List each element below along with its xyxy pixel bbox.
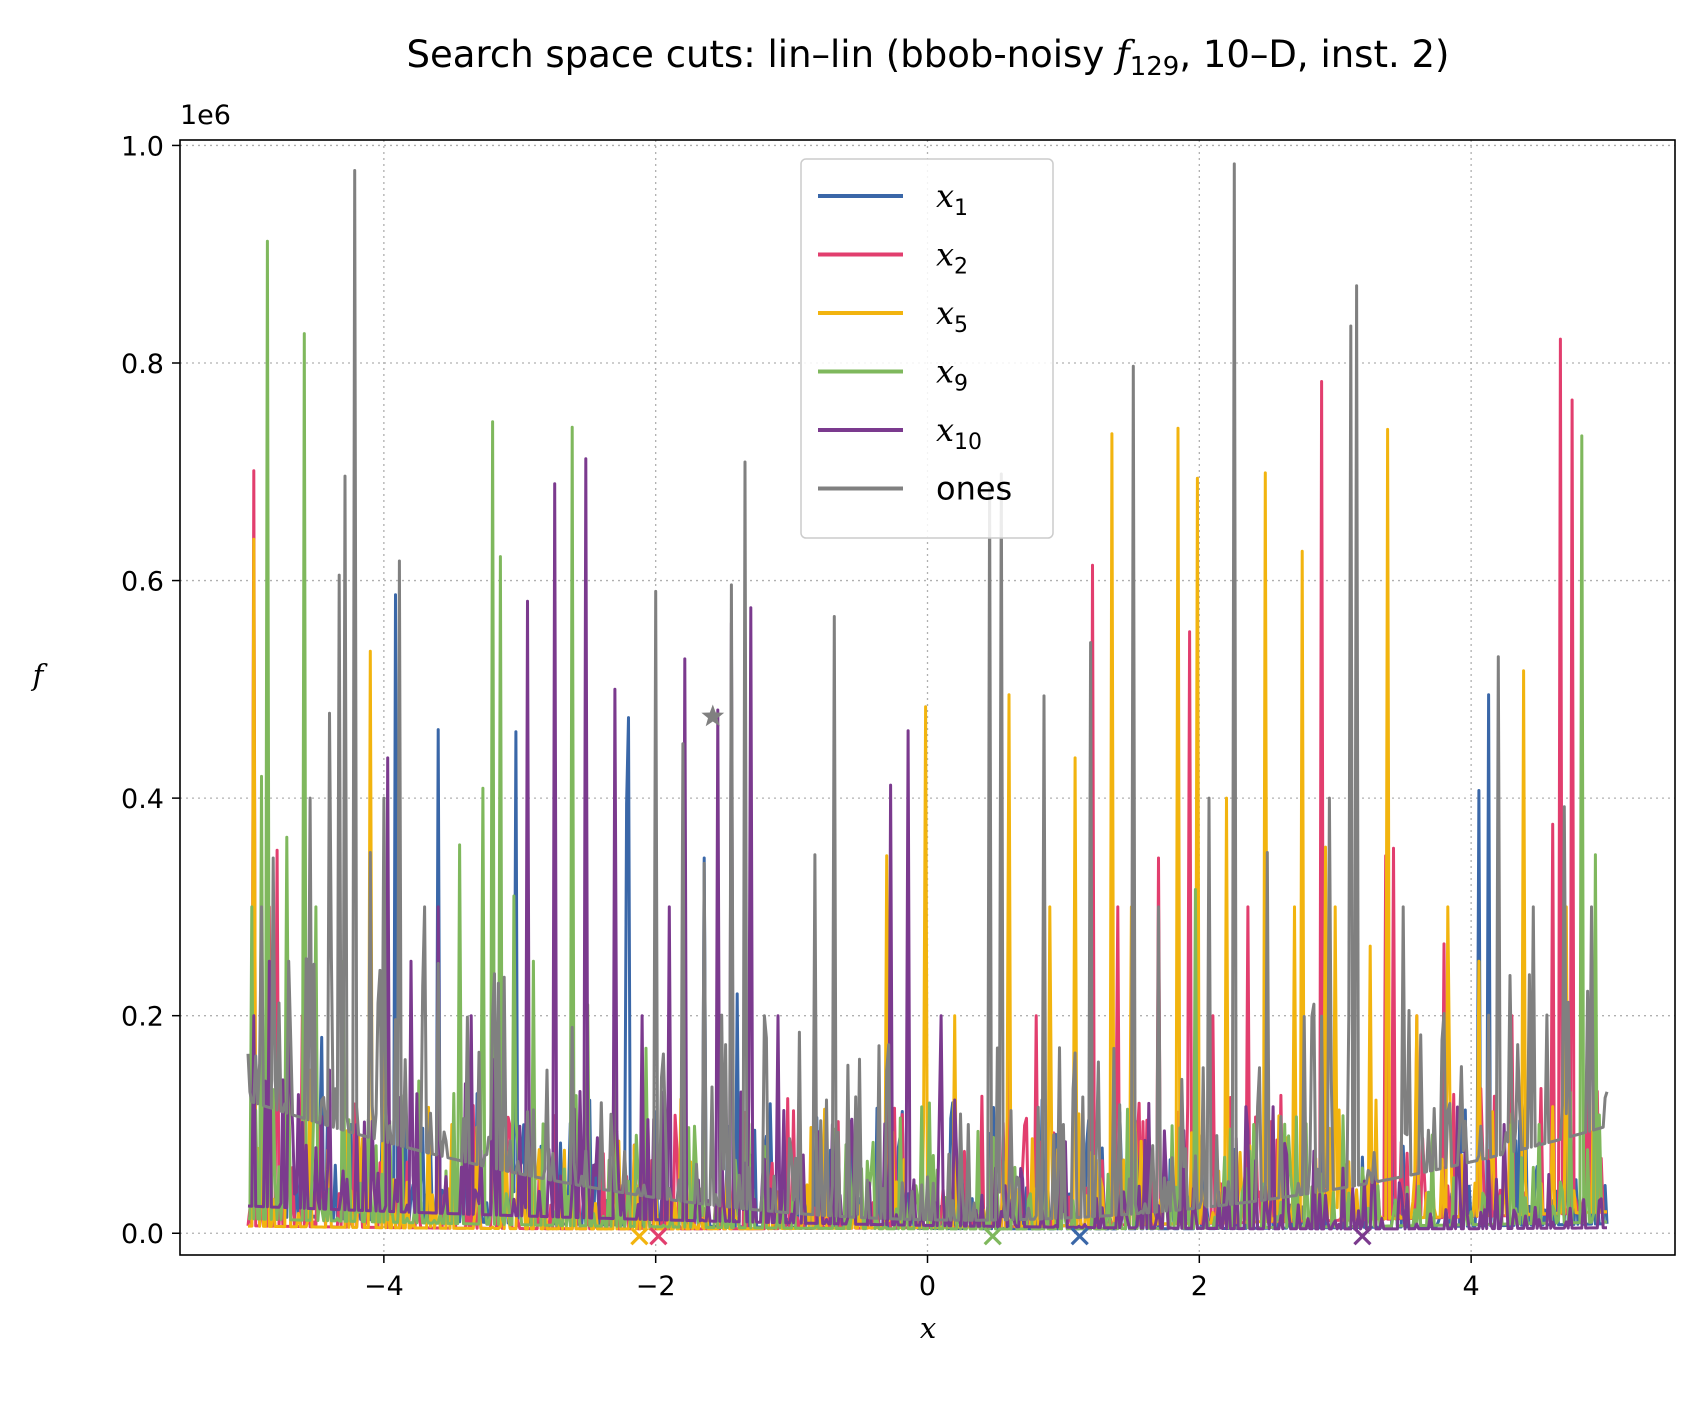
plot-lines xyxy=(246,162,1609,1231)
chart-title: Search space cuts: lin–lin (bbob-noisy f… xyxy=(407,33,1450,82)
legend: x1 x2 x5 x9 x10 ones xyxy=(800,158,1054,539)
optimum-markers xyxy=(630,704,1372,1246)
y-axis-ticks: 0.0 0.2 0.4 0.6 0.8 1.0 xyxy=(121,131,180,1250)
x-tick-label: −4 xyxy=(364,1271,404,1302)
y-tick-label: 0.8 xyxy=(121,349,164,380)
legend-box xyxy=(800,158,1054,539)
x-axis-ticks: −4 −2 0 2 4 xyxy=(364,1255,1480,1302)
legend-item: x1 xyxy=(818,177,968,221)
legend-label: x5 xyxy=(936,294,968,338)
legend-label: x10 xyxy=(936,411,982,455)
y-tick-label: 0.4 xyxy=(121,784,164,815)
legend-item: x9 xyxy=(818,353,968,397)
legend-label: x2 xyxy=(936,236,968,280)
y-offset-label: 1e6 xyxy=(180,100,231,131)
optimum-marker xyxy=(630,1227,649,1246)
x-tick-label: 0 xyxy=(919,1271,936,1302)
y-tick-label: 0.0 xyxy=(121,1219,164,1250)
y-tick-label: 0.6 xyxy=(121,567,164,598)
series-line-x10 xyxy=(247,457,1607,1231)
y-tick-label: 1.0 xyxy=(121,131,164,162)
optimum-marker xyxy=(983,1227,1002,1246)
legend-item: x5 xyxy=(818,294,968,338)
legend-label: x9 xyxy=(936,353,968,397)
legend-label: ones xyxy=(936,470,1012,508)
x-tick-label: −2 xyxy=(636,1271,676,1302)
legend-label: x1 xyxy=(936,177,968,221)
x-axis-label: x xyxy=(920,1311,936,1345)
optimum-marker xyxy=(1353,1227,1372,1246)
optimum-marker xyxy=(649,1227,668,1246)
legend-item: x2 xyxy=(818,236,968,280)
y-tick-label: 0.2 xyxy=(121,1002,164,1033)
optimum-marker xyxy=(1070,1227,1089,1246)
legend-item: x10 xyxy=(818,411,982,455)
legend-item: ones xyxy=(818,470,1012,508)
x-tick-label: 2 xyxy=(1191,1271,1208,1302)
series-line-ones xyxy=(246,162,1609,1222)
star-marker xyxy=(701,704,725,727)
x-tick-label: 4 xyxy=(1463,1271,1480,1302)
